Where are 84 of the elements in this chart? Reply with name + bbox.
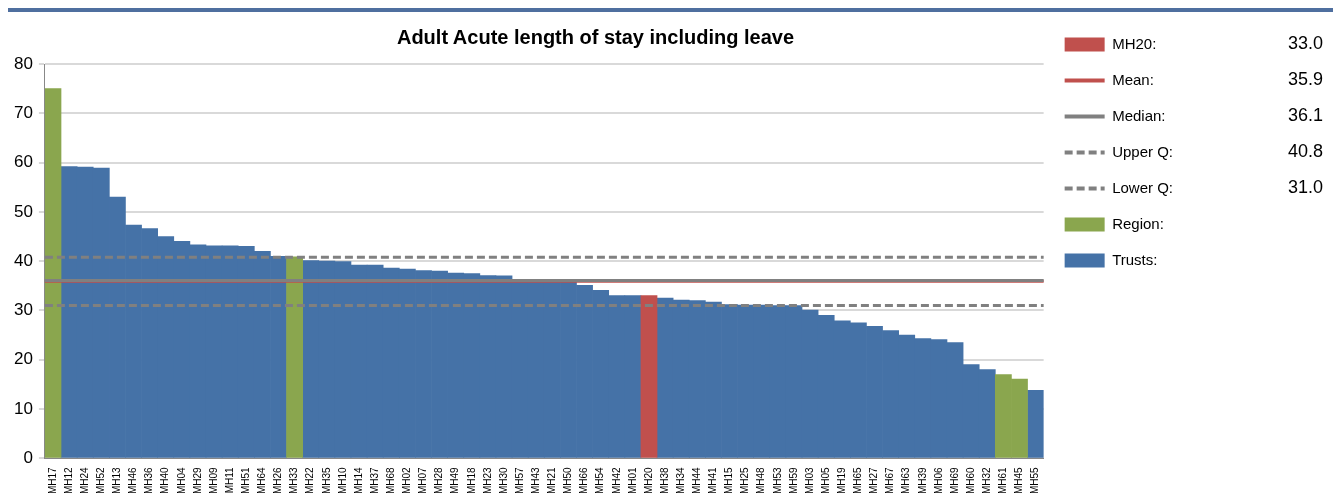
x-tick-label: MH01 (626, 466, 638, 495)
text: 40.8 (1287, 141, 1323, 162)
x-tick-label: MH50 (562, 466, 574, 495)
x-tick-label: MH38 (658, 466, 670, 495)
x-tick-label: MH37 (368, 466, 380, 495)
x-tick-label: MH34 (674, 466, 686, 495)
x-tick-label: MH42 (610, 466, 622, 495)
x-tick-label: MH40 (159, 466, 171, 495)
legend-label: Lower Q: (1112, 178, 1173, 196)
x-tick-label: MH29 (191, 466, 203, 495)
x-tick-label: MH18 (465, 466, 477, 495)
y-tick-label: 30 (13, 300, 33, 320)
text: 35.9 (1287, 69, 1323, 90)
x-tick-label: MH30 (497, 466, 509, 495)
x-tick-label: MH09 (207, 466, 219, 495)
y-tick-label: 60 (13, 152, 33, 172)
x-tick-label: MH61 (997, 466, 1009, 495)
x-tick-label: MH26 (272, 466, 284, 495)
legend-label: Upper Q: (1112, 142, 1173, 160)
x-tick-label: MH25 (739, 466, 751, 495)
y-tick-label: 70 (13, 102, 33, 122)
x-tick-label: MH14 (352, 466, 364, 495)
x-tick-label: MH67 (884, 466, 896, 495)
legend-label: Median: (1112, 106, 1166, 124)
x-tick-label: MH32 (981, 466, 993, 495)
x-tick-label: MH49 (449, 466, 461, 495)
y-tick-label: 80 (13, 53, 33, 73)
x-tick-label: MH11 (223, 466, 235, 494)
text: 36.1 (1287, 105, 1323, 126)
legend-label: Region: (1112, 214, 1164, 232)
x-tick-label: MH46 (127, 466, 139, 495)
x-tick-label: MH13 (111, 466, 123, 495)
x-tick-label: MH02 (401, 466, 413, 495)
x-tick-label: MH43 (529, 466, 541, 495)
x-tick-label: MH57 (513, 466, 525, 495)
x-tick-label: MH04 (175, 466, 187, 495)
chart-title: Adult Acute length of stay including leave (396, 25, 795, 48)
x-tick-label: MH53 (771, 466, 783, 495)
x-tick-label: MH68 (384, 466, 396, 495)
x-tick-label: MH06 (932, 466, 944, 495)
x-tick-label: MH41 (707, 466, 719, 495)
x-tick-label: MH21 (546, 466, 558, 495)
x-tick-label: MH20 (642, 466, 654, 495)
x-tick-label: MH63 (900, 466, 912, 495)
text: 33.0 (1287, 33, 1323, 54)
x-tick-label: MH15 (723, 466, 735, 495)
text: 31.0 (1287, 177, 1323, 198)
x-tick-label: MH65 (852, 466, 864, 495)
x-tick-label: MH10 (336, 466, 348, 495)
x-tick-label: MH03 (803, 466, 815, 495)
x-tick-label: MH45 (1013, 466, 1025, 495)
x-tick-label: MH05 (819, 466, 831, 495)
legend-label: Mean: (1112, 70, 1154, 88)
x-tick-label: MH48 (755, 466, 767, 495)
x-tick-label: MH36 (143, 466, 155, 495)
y-tick-label: 0 (23, 448, 33, 468)
x-tick-label: MH64 (256, 466, 268, 495)
x-tick-label: MH07 (417, 466, 429, 495)
x-tick-label: MH44 (691, 466, 703, 495)
x-tick-label: MH35 (320, 466, 332, 495)
x-tick-label: MH60 (964, 466, 976, 495)
x-tick-label: MH54 (594, 466, 606, 495)
legend-label: MH20: (1112, 34, 1157, 52)
x-tick-label: MH19 (836, 466, 848, 495)
x-tick-label: MH55 (1029, 466, 1041, 495)
y-tick-label: 40 (13, 250, 33, 270)
x-tick-label: MH12 (62, 466, 74, 495)
x-tick-label: MH66 (578, 466, 590, 495)
x-tick-label: MH39 (916, 466, 928, 495)
x-tick-label: MH69 (948, 466, 960, 495)
x-tick-label: MH59 (787, 466, 799, 495)
x-tick-label: MH22 (304, 466, 316, 495)
x-tick-label: MH17 (46, 466, 58, 495)
x-tick-label: MH28 (433, 466, 445, 495)
y-tick-label: 20 (13, 349, 33, 369)
x-tick-label: MH24 (78, 466, 90, 495)
y-tick-label: 10 (13, 398, 33, 418)
x-tick-label: MH23 (481, 466, 493, 495)
x-tick-label: MH27 (868, 466, 880, 495)
legend-label: Trusts: (1112, 250, 1158, 268)
y-tick-label: 50 (13, 201, 33, 221)
x-tick-label: MH51 (240, 466, 252, 495)
x-tick-label: MH33 (288, 466, 300, 495)
x-tick-label: MH52 (95, 466, 107, 495)
